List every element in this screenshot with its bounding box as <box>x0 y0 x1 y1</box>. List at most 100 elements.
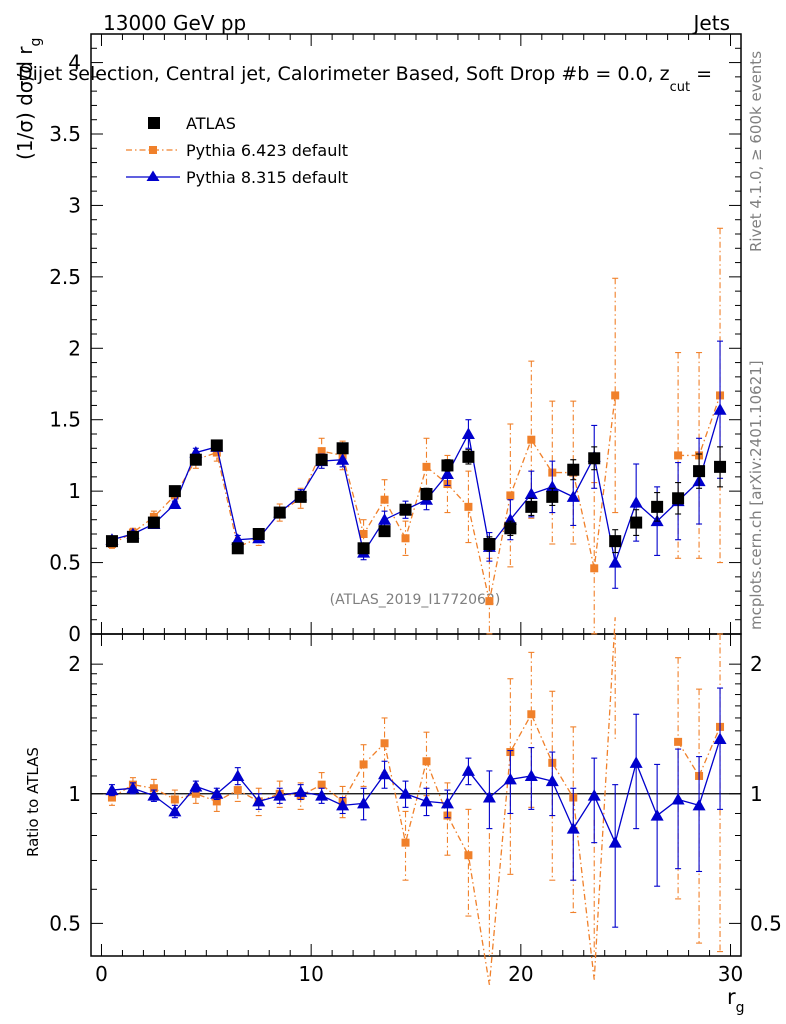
atlas-point <box>504 522 517 535</box>
atlas-point <box>168 485 181 498</box>
ratio-pythia6-point <box>674 737 683 746</box>
pythia6-point <box>422 462 431 471</box>
ratio-pythia8-point <box>189 779 203 792</box>
pythia6-line <box>678 395 721 457</box>
atlas-point <box>546 490 559 503</box>
pythia8-point <box>461 427 475 439</box>
pythia8-point <box>336 453 350 465</box>
plot-title-main: Dijet selection, Central jet, Calorimete… <box>18 63 670 85</box>
pythia8-point <box>566 490 580 502</box>
atlas-point <box>672 492 685 505</box>
ratio-pythia8-point <box>566 822 580 834</box>
atlas-point <box>357 542 370 555</box>
atlas-point <box>441 459 454 472</box>
atlas-point <box>189 453 202 466</box>
ratio-pythia8-point <box>419 794 433 807</box>
atlas-point <box>693 465 706 478</box>
pythia6-point <box>401 534 410 543</box>
ratio-pythia8-point <box>126 781 140 794</box>
ratio-axis-label: Ratio to ATLAS <box>24 747 42 857</box>
y-axis-label-main: (1/σ) dσ/d r <box>13 46 37 160</box>
pythia6-point <box>464 502 473 511</box>
ratio-pythia6-point <box>170 795 179 804</box>
pythia8-point <box>608 556 622 568</box>
ratio-pythia8-point <box>336 798 350 811</box>
atlas-point <box>525 500 538 513</box>
ratio-pythia8-point <box>713 732 727 745</box>
pythia8-point <box>524 487 538 499</box>
pythia6-point <box>317 447 326 456</box>
legend-atlas-label: ATLAS <box>186 114 236 133</box>
ratio-pythia6-point <box>191 789 200 798</box>
axis-ticks: 0 10 20 30 0 0.5 1 1.5 2 2.5 3 3.5 4 0.5 0.5 1 1 2 2 <box>49 33 782 986</box>
legend-pythia8-label: Pythia 8.315 default <box>186 168 348 187</box>
ratio-pythia8-point <box>440 796 454 809</box>
atlas-point <box>336 442 349 455</box>
ratio-pythia8-point <box>105 783 119 796</box>
x-tick-label: 20 <box>508 962 533 986</box>
ratio-pythia8-point <box>210 787 224 799</box>
atlas-point <box>714 460 727 473</box>
atlas-point <box>420 488 433 500</box>
pythia6-point <box>359 530 368 538</box>
mcplots-label: mcplots.cern.ch [arXiv:2401.10621] <box>747 360 765 630</box>
plot-title-sub: cut <box>670 80 690 95</box>
pythia8-point <box>168 497 182 509</box>
main-panel-series <box>105 227 727 635</box>
ratio-pythia8-point <box>524 769 538 781</box>
ratio-pythia8-point <box>545 774 559 787</box>
atlas-point <box>483 538 496 550</box>
x-axis-label: rg <box>727 985 745 1016</box>
ratio-pythia8-point <box>252 794 266 807</box>
legend-pythia6-label: Pythia 6.423 default <box>186 141 348 160</box>
y-tick-label: 3 <box>68 193 81 217</box>
y-tick-label: 3.5 <box>49 122 81 146</box>
ratio-tick-label-right: 2 <box>750 652 763 676</box>
ratio-tick-label: 0.5 <box>49 911 81 935</box>
category-label: Jets <box>692 11 730 35</box>
pythia8-point <box>545 480 559 492</box>
legend-pythia6-marker <box>149 146 157 154</box>
atlas-point <box>378 525 391 538</box>
pythia6-point <box>506 491 515 500</box>
atlas-point <box>294 490 307 503</box>
ratio-pythia8-point <box>357 796 371 809</box>
y-axis-label: (1/σ) dσ/d rg <box>13 38 44 160</box>
pythia8-line <box>111 409 721 566</box>
ratio-pythia8-point <box>168 804 182 817</box>
pythia8-point <box>629 496 643 508</box>
atlas-point <box>609 535 622 548</box>
ratio-pythia6-point <box>464 851 473 860</box>
atlas-point <box>651 500 664 513</box>
ratio-pythia8-line <box>111 738 721 845</box>
ratio-pythia6-point <box>359 760 368 769</box>
ratio-pythia8-point <box>461 764 475 776</box>
ratio-pythia8-point <box>503 772 517 785</box>
ratio-pythia6-point <box>527 710 536 719</box>
x-tick-label: 0 <box>95 962 108 986</box>
ratio-pythia8-point <box>650 809 664 821</box>
plot-title-tail: = <box>690 63 712 85</box>
ratio-pythia8-point <box>231 769 245 781</box>
atlas-point <box>105 535 118 548</box>
ratio-pythia6-point <box>107 793 116 802</box>
ratio-pythia8-point <box>587 789 601 801</box>
y-tick-label: 0.5 <box>49 551 81 575</box>
pythia6-point <box>611 391 620 400</box>
atlas-point <box>315 453 328 466</box>
ratio-pythia6-point <box>233 786 242 795</box>
pythia8-point <box>440 467 454 479</box>
pythia8-point <box>713 403 727 415</box>
energy-label: 13000 GeV pp <box>103 11 246 35</box>
ratio-pythia8-point <box>482 791 496 803</box>
rivet-version-label: Rivet 4.1.0, ≥ 600k events <box>747 51 765 252</box>
pythia6-point <box>590 564 599 573</box>
pythia8-point <box>378 513 392 525</box>
atlas-point <box>588 452 601 465</box>
pythia6-point <box>527 435 536 444</box>
x-tick-label: 10 <box>298 962 323 986</box>
ratio-pythia8-point <box>608 836 622 848</box>
ratio-pythia8-point <box>294 785 308 797</box>
atlas-point <box>273 506 286 519</box>
